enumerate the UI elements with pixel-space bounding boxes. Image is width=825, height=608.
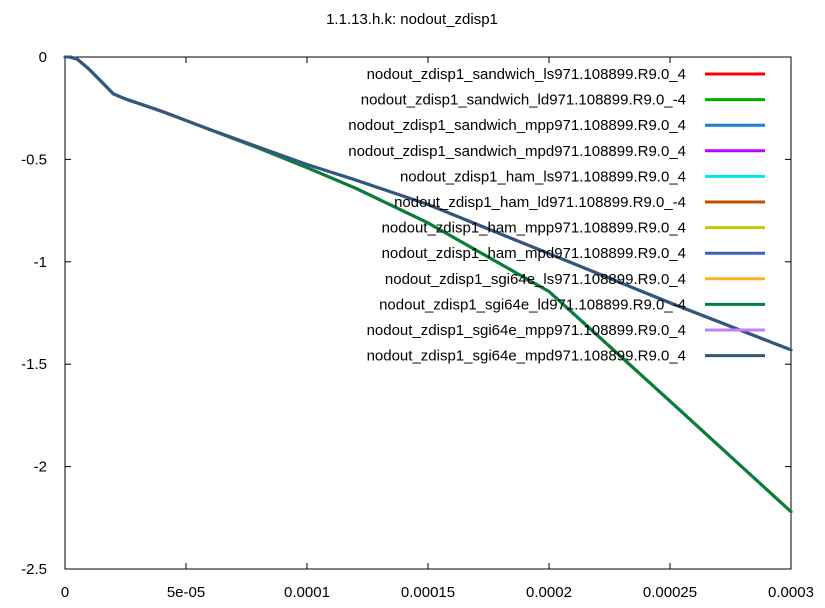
- legend-label: nodout_zdisp1_sgi64e_ld971.108899.R9.0_-…: [379, 296, 686, 313]
- y-tick-label: 0: [39, 49, 47, 66]
- legend: nodout_zdisp1_sandwich_ls971.108899.R9.0…: [348, 66, 765, 365]
- legend-label: nodout_zdisp1_sandwich_ld971.108899.R9.0…: [361, 92, 686, 109]
- y-tick-label: -1.5: [21, 356, 47, 373]
- x-tick-label: 0.00015: [401, 584, 455, 601]
- y-tick-label: -2: [34, 459, 47, 476]
- axis-ticks: 0 5e-05 0.0001 0.00015 0.0002 0.00025 0.00030-…: [21, 49, 814, 601]
- legend-label: nodout_zdisp1_ham_mpp971.108899.R9.0_4: [382, 220, 686, 237]
- legend-label: nodout_zdisp1_ham_mpd971.108899.R9.0_4: [382, 245, 686, 262]
- x-tick-label: 5e-05: [167, 584, 205, 601]
- series-line: [63, 55, 793, 352]
- x-tick-label: 0.00025: [643, 584, 697, 601]
- y-tick-label: -1: [34, 254, 47, 271]
- y-tick-label: -0.5: [21, 151, 47, 168]
- legend-label: nodout_zdisp1_sandwich_ls971.108899.R9.0…: [367, 66, 686, 83]
- x-tick-label: 0.0001: [284, 584, 330, 601]
- x-tick-label: 0: [61, 584, 69, 601]
- y-tick-label: -2.5: [21, 561, 47, 578]
- series-lines: [63, 55, 793, 514]
- legend-label: nodout_zdisp1_ham_ld971.108899.R9.0_-4: [394, 194, 686, 211]
- x-tick-label: 0.0002: [526, 584, 572, 601]
- legend-label: nodout_zdisp1_sgi64e_mpp971.108899.R9.0_…: [367, 322, 686, 339]
- legend-label: nodout_zdisp1_sandwich_mpd971.108899.R9.…: [348, 143, 686, 160]
- legend-label: nodout_zdisp1_ham_ls971.108899.R9.0_4: [400, 168, 686, 185]
- chart-title: 1.1.13.h.k: nodout_zdisp1: [326, 11, 498, 28]
- legend-label: nodout_zdisp1_sandwich_mpp971.108899.R9.…: [348, 117, 686, 134]
- legend-label: nodout_zdisp1_sgi64e_ls971.108899.R9.0_4: [385, 271, 686, 288]
- legend-label: nodout_zdisp1_sgi64e_mpd971.108899.R9.0_…: [367, 348, 686, 365]
- x-tick-label: 0.0003: [768, 584, 814, 601]
